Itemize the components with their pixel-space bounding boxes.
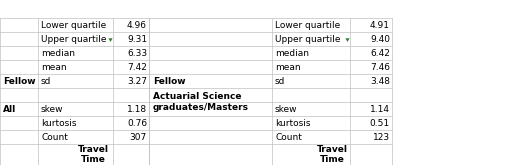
Text: Count: Count <box>41 132 68 142</box>
Text: mean: mean <box>275 63 300 71</box>
Text: 7.42: 7.42 <box>127 63 147 71</box>
Text: 4.91: 4.91 <box>370 20 390 30</box>
Text: skew: skew <box>41 104 64 114</box>
Text: 1.14: 1.14 <box>370 104 390 114</box>
Text: 9.31: 9.31 <box>127 34 147 44</box>
Text: Fellow: Fellow <box>3 77 36 85</box>
Text: 307: 307 <box>130 132 147 142</box>
Text: Fellow: Fellow <box>153 77 186 85</box>
Text: Count: Count <box>275 132 302 142</box>
Text: median: median <box>275 49 309 57</box>
Text: Travel
Time: Travel Time <box>78 145 109 164</box>
Text: 3.27: 3.27 <box>127 77 147 85</box>
Text: skew: skew <box>275 104 297 114</box>
Text: Lower quartile: Lower quartile <box>275 20 340 30</box>
Text: Travel
Time: Travel Time <box>317 145 347 164</box>
Text: kurtosis: kurtosis <box>41 118 76 128</box>
Text: 6.33: 6.33 <box>127 49 147 57</box>
Text: kurtosis: kurtosis <box>275 118 311 128</box>
Text: 6.42: 6.42 <box>370 49 390 57</box>
Text: Upper quartile: Upper quartile <box>275 34 340 44</box>
Text: 4.96: 4.96 <box>127 20 147 30</box>
Text: 3.48: 3.48 <box>370 77 390 85</box>
Text: sd: sd <box>41 77 52 85</box>
Text: 0.51: 0.51 <box>370 118 390 128</box>
Text: mean: mean <box>41 63 67 71</box>
Text: 1.18: 1.18 <box>127 104 147 114</box>
Text: Upper quartile: Upper quartile <box>41 34 107 44</box>
Text: Lower quartile: Lower quartile <box>41 20 106 30</box>
Text: All: All <box>3 104 16 114</box>
Text: 9.40: 9.40 <box>370 34 390 44</box>
Text: 123: 123 <box>373 132 390 142</box>
Text: 0.76: 0.76 <box>127 118 147 128</box>
Text: median: median <box>41 49 75 57</box>
Text: sd: sd <box>275 77 285 85</box>
Text: Actuarial Science
graduates/Masters: Actuarial Science graduates/Masters <box>153 92 249 112</box>
Text: 7.46: 7.46 <box>370 63 390 71</box>
